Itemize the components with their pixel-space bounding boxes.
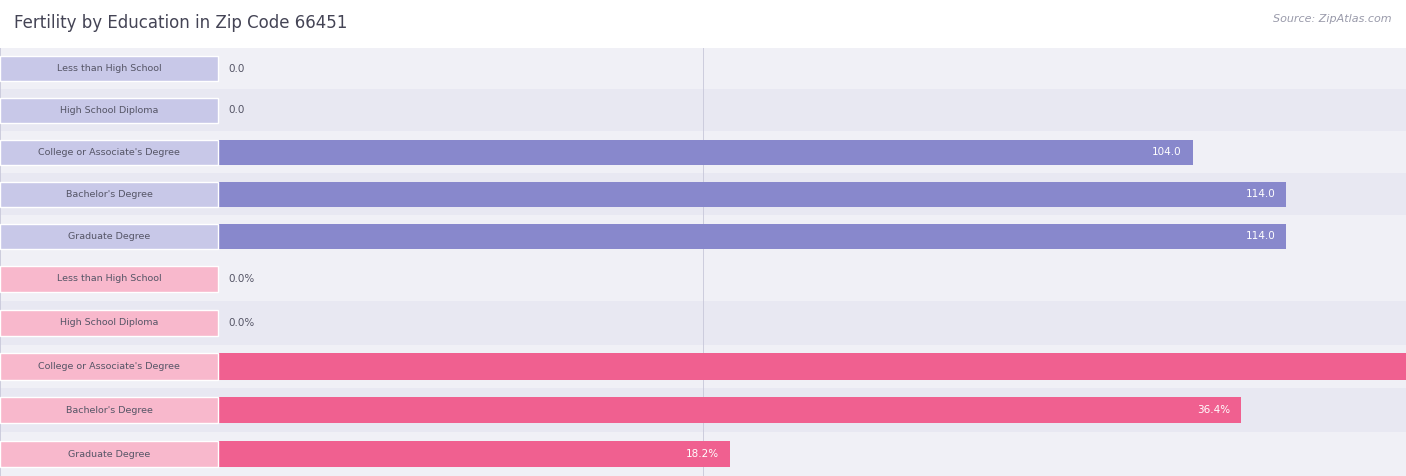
Bar <box>0 301 1406 345</box>
Bar <box>0 266 218 292</box>
Bar <box>0 309 218 336</box>
Bar <box>218 224 1286 248</box>
Bar <box>0 397 218 424</box>
Bar <box>0 131 1406 173</box>
Bar <box>218 441 730 467</box>
Text: College or Associate's Degree: College or Associate's Degree <box>38 148 180 157</box>
Bar <box>0 182 218 207</box>
Bar <box>0 353 218 380</box>
Text: Less than High School: Less than High School <box>56 64 162 73</box>
Text: 0.0%: 0.0% <box>229 274 254 284</box>
Text: Source: ZipAtlas.com: Source: ZipAtlas.com <box>1274 14 1392 24</box>
Bar <box>0 309 218 336</box>
Bar <box>0 173 1406 215</box>
Text: 104.0: 104.0 <box>1152 147 1181 158</box>
Bar <box>0 48 1406 89</box>
Bar <box>0 388 1406 432</box>
Text: 0.0%: 0.0% <box>229 317 254 328</box>
Bar <box>0 266 218 292</box>
Bar <box>0 182 218 207</box>
Text: 36.4%: 36.4% <box>1197 405 1230 416</box>
Bar <box>0 257 1406 301</box>
Text: 114.0: 114.0 <box>1246 231 1275 241</box>
Bar <box>0 215 1406 257</box>
Text: High School Diploma: High School Diploma <box>60 106 157 115</box>
Bar <box>218 353 1406 380</box>
Text: Bachelor's Degree: Bachelor's Degree <box>66 406 152 415</box>
Bar <box>0 140 218 165</box>
Bar <box>0 441 218 467</box>
Bar <box>0 89 1406 131</box>
Text: Bachelor's Degree: Bachelor's Degree <box>66 190 152 198</box>
Bar <box>0 98 218 123</box>
Text: 18.2%: 18.2% <box>685 449 718 459</box>
Bar <box>218 140 1192 165</box>
Bar <box>0 397 218 424</box>
Bar <box>218 397 1241 424</box>
Bar <box>0 224 218 248</box>
Bar <box>218 182 1286 207</box>
Text: Fertility by Education in Zip Code 66451: Fertility by Education in Zip Code 66451 <box>14 14 347 32</box>
Text: Graduate Degree: Graduate Degree <box>67 450 150 458</box>
Bar <box>0 56 218 81</box>
Text: 0.0: 0.0 <box>229 105 245 116</box>
Bar <box>0 98 218 123</box>
Text: 0.0: 0.0 <box>229 63 245 74</box>
Bar <box>0 353 218 380</box>
Bar <box>0 56 218 81</box>
Text: College or Associate's Degree: College or Associate's Degree <box>38 362 180 371</box>
Bar <box>0 224 218 248</box>
Bar <box>0 140 218 165</box>
Text: Less than High School: Less than High School <box>56 275 162 283</box>
Text: High School Diploma: High School Diploma <box>60 318 157 327</box>
Text: 114.0: 114.0 <box>1246 189 1275 199</box>
Bar <box>0 345 1406 388</box>
Text: Graduate Degree: Graduate Degree <box>67 232 150 240</box>
Bar <box>0 432 1406 476</box>
Bar <box>0 441 218 467</box>
